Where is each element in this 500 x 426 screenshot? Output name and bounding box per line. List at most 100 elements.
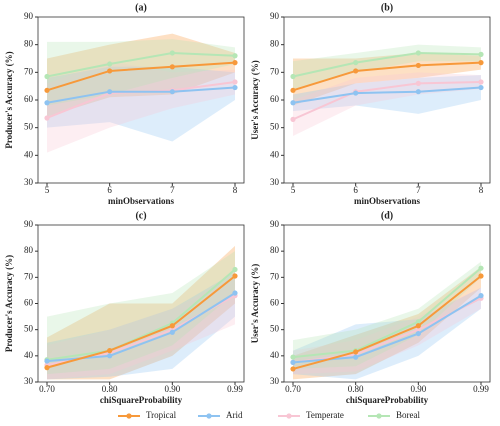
y-axis-label: User's Accuracy (%): [250, 60, 260, 139]
point: [232, 266, 238, 273]
x-axis-label: chiSquareProbability: [346, 395, 429, 405]
y-tick-label: 70: [24, 66, 34, 76]
plot-frame: [283, 16, 491, 184]
y-tick-label: 90: [270, 219, 280, 229]
plot-frame: [37, 16, 245, 184]
point: [44, 87, 50, 93]
point: [107, 89, 113, 95]
y-tick-label: 50: [24, 122, 34, 132]
y-tick-label: 30: [24, 177, 34, 187]
y-tick-label: 40: [24, 350, 34, 360]
point: [478, 60, 484, 66]
y-tick-label: 80: [24, 245, 34, 255]
point: [107, 61, 113, 67]
y-tick-label: 60: [24, 94, 34, 104]
x-tick-label: 8: [479, 185, 484, 195]
y-tick-label: 30: [270, 177, 280, 187]
y-tick-label: 50: [270, 324, 280, 334]
point: [169, 50, 175, 56]
point: [290, 100, 296, 106]
x-tick-label: 6: [353, 185, 358, 195]
point: [290, 87, 296, 93]
point: [44, 115, 50, 121]
point: [44, 73, 50, 80]
band: [293, 75, 481, 114]
point: [353, 68, 359, 74]
series-line: [46, 61, 236, 92]
x-tick-label: 5: [45, 185, 50, 195]
y-tick-label: 40: [270, 350, 280, 360]
band: [47, 61, 235, 153]
x-tick-label: 6: [107, 185, 112, 195]
series-line: [292, 61, 482, 92]
y-tick-label: 70: [24, 271, 34, 281]
y-tick-label: 90: [24, 219, 34, 229]
band: [47, 245, 235, 380]
point: [107, 348, 113, 354]
legend-label: Temperate: [306, 410, 344, 420]
x-tick-label: 0.80: [348, 384, 364, 394]
point: [290, 73, 296, 80]
y-tick-label: 90: [270, 11, 280, 21]
point: [232, 60, 238, 66]
point: [478, 79, 484, 85]
point: [232, 53, 238, 59]
y-axis-label: Producer's Accuracy (%): [4, 51, 14, 148]
series-line: [46, 275, 236, 369]
point: [290, 354, 296, 360]
legend-marker: [206, 413, 212, 419]
point: [290, 366, 296, 372]
x-tick-label: 0.70: [285, 384, 301, 394]
point: [415, 319, 421, 325]
point: [169, 64, 175, 70]
point: [44, 100, 50, 106]
series-line: [292, 275, 482, 370]
band: [47, 39, 235, 106]
legend-label: Tropical: [146, 410, 177, 420]
x-tick-label: 8: [233, 185, 238, 195]
y-tick-label: 50: [270, 122, 280, 132]
point: [232, 273, 238, 279]
y-tick-label: 80: [270, 245, 280, 255]
plot-frame: [37, 224, 245, 383]
panel-title: (c): [135, 210, 146, 221]
y-tick-label: 70: [270, 271, 280, 281]
x-tick-label: 7: [416, 185, 421, 195]
legend-label: Arid: [226, 410, 243, 420]
point: [478, 84, 484, 91]
x-axis-label: chiSquareProbability: [100, 395, 183, 405]
band: [293, 261, 481, 369]
point: [44, 358, 50, 364]
x-axis-label: minObservations: [354, 196, 421, 206]
point: [353, 354, 359, 360]
x-tick-label: 0.70: [39, 384, 55, 394]
point: [478, 51, 484, 57]
band: [47, 66, 235, 142]
series-line: [292, 81, 482, 121]
x-tick-label: 0.90: [410, 384, 426, 394]
point: [169, 323, 175, 329]
band: [293, 44, 481, 89]
point: [232, 290, 238, 296]
point: [415, 50, 421, 56]
point: [415, 89, 421, 95]
y-tick-label: 40: [24, 149, 34, 159]
y-tick-label: 80: [270, 39, 280, 49]
point: [232, 79, 238, 85]
series-line: [292, 51, 482, 78]
point: [415, 80, 421, 86]
x-tick-label: 0.99: [227, 384, 243, 394]
y-tick-label: 30: [270, 376, 280, 386]
point: [478, 293, 484, 299]
point: [353, 90, 359, 96]
panel-title: (d): [381, 210, 393, 221]
series-line: [46, 51, 236, 78]
point: [478, 273, 484, 279]
point: [415, 327, 421, 333]
series-line: [46, 268, 236, 361]
y-tick-label: 80: [24, 39, 34, 49]
panel-title: (a): [135, 2, 147, 13]
x-axis-label: minObservations: [108, 196, 175, 206]
series-line: [46, 86, 236, 104]
